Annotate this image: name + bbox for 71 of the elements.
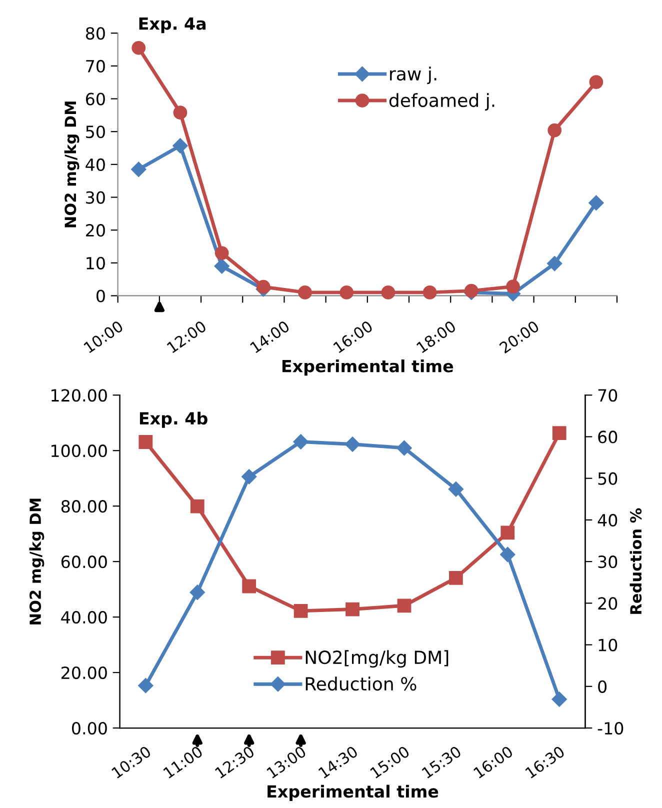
- y2-axis-title: Reduction %: [630, 508, 642, 614]
- y-axis-title: NO2 mg/kg DM: [64, 102, 80, 228]
- y-tick-label: 100.00: [52, 444, 107, 458]
- legend-label: Reduction %: [306, 676, 416, 691]
- point: [138, 435, 153, 449]
- point: [506, 280, 520, 294]
- point: [340, 286, 354, 300]
- point: [132, 40, 146, 55]
- x-axis-title: Experimental time: [282, 359, 454, 376]
- y-tick-label: 0.00: [72, 722, 107, 735]
- point: [173, 106, 188, 120]
- y-tick-label: 30: [86, 191, 105, 204]
- y2-tick-label: 40: [598, 514, 618, 527]
- point: [190, 584, 205, 600]
- point: [547, 256, 562, 272]
- y2-tick-label: 70: [598, 389, 618, 402]
- y-tick-label: 20.00: [62, 666, 107, 680]
- point: [552, 426, 566, 440]
- point: [500, 526, 515, 540]
- point: [346, 602, 360, 616]
- point: [500, 546, 516, 562]
- legend-label: raw j.: [390, 66, 436, 84]
- point: [242, 579, 256, 594]
- point: [448, 482, 464, 497]
- point: [397, 598, 412, 613]
- chart-title: Exp. 4a: [139, 18, 206, 34]
- point: [448, 570, 463, 585]
- y-tick-label: 40.00: [61, 611, 107, 624]
- y-tick-label: 60: [86, 92, 105, 106]
- point: [548, 123, 562, 138]
- y2-tick-label: 30: [598, 556, 618, 568]
- y-tick-label: 20: [86, 224, 105, 237]
- point: [242, 469, 257, 484]
- legend-label: NO2[mg/kg DM]: [306, 650, 448, 668]
- point: [293, 434, 308, 450]
- point: [552, 692, 567, 707]
- point: [190, 499, 204, 514]
- point: [589, 75, 604, 89]
- point: [422, 286, 437, 300]
- text: Exp. 4b: [140, 412, 208, 428]
- point: [588, 195, 604, 210]
- y2-tick-label: 20: [598, 597, 618, 610]
- point: [214, 246, 229, 260]
- legend-label: defoamed j.: [389, 93, 494, 111]
- y2-tick-label: 10: [598, 638, 618, 652]
- point: [214, 258, 230, 274]
- point: [131, 162, 146, 177]
- y-tick-label: 10: [86, 256, 105, 270]
- point: [138, 678, 154, 694]
- y-tick-label: 80: [86, 27, 105, 40]
- y2-tick-label: 60: [598, 430, 618, 444]
- x-axis-title: Experimental time: [268, 784, 438, 801]
- y-tick-label: 60.00: [61, 556, 107, 568]
- point: [294, 604, 308, 618]
- point: [381, 286, 396, 300]
- y-tick-label: 70: [86, 60, 105, 73]
- point: [344, 436, 360, 452]
- y-tick-label: 120.00: [52, 389, 107, 402]
- y2-tick-label: 0: [598, 680, 607, 693]
- y2-tick-label: 50: [598, 472, 618, 485]
- point: [396, 440, 412, 456]
- y-tick-label: 80.00: [61, 500, 107, 513]
- point: [172, 138, 188, 154]
- y-axis-title: NO2 mg/kg DM: [29, 498, 44, 624]
- y-tick-label: 0: [96, 290, 105, 302]
- point: [256, 280, 270, 294]
- y-tick-label: 40: [86, 158, 105, 171]
- y2-tick-label: -10: [598, 722, 624, 735]
- y-tick-label: 50: [86, 126, 105, 138]
- point: [298, 286, 312, 300]
- point: [464, 284, 478, 298]
